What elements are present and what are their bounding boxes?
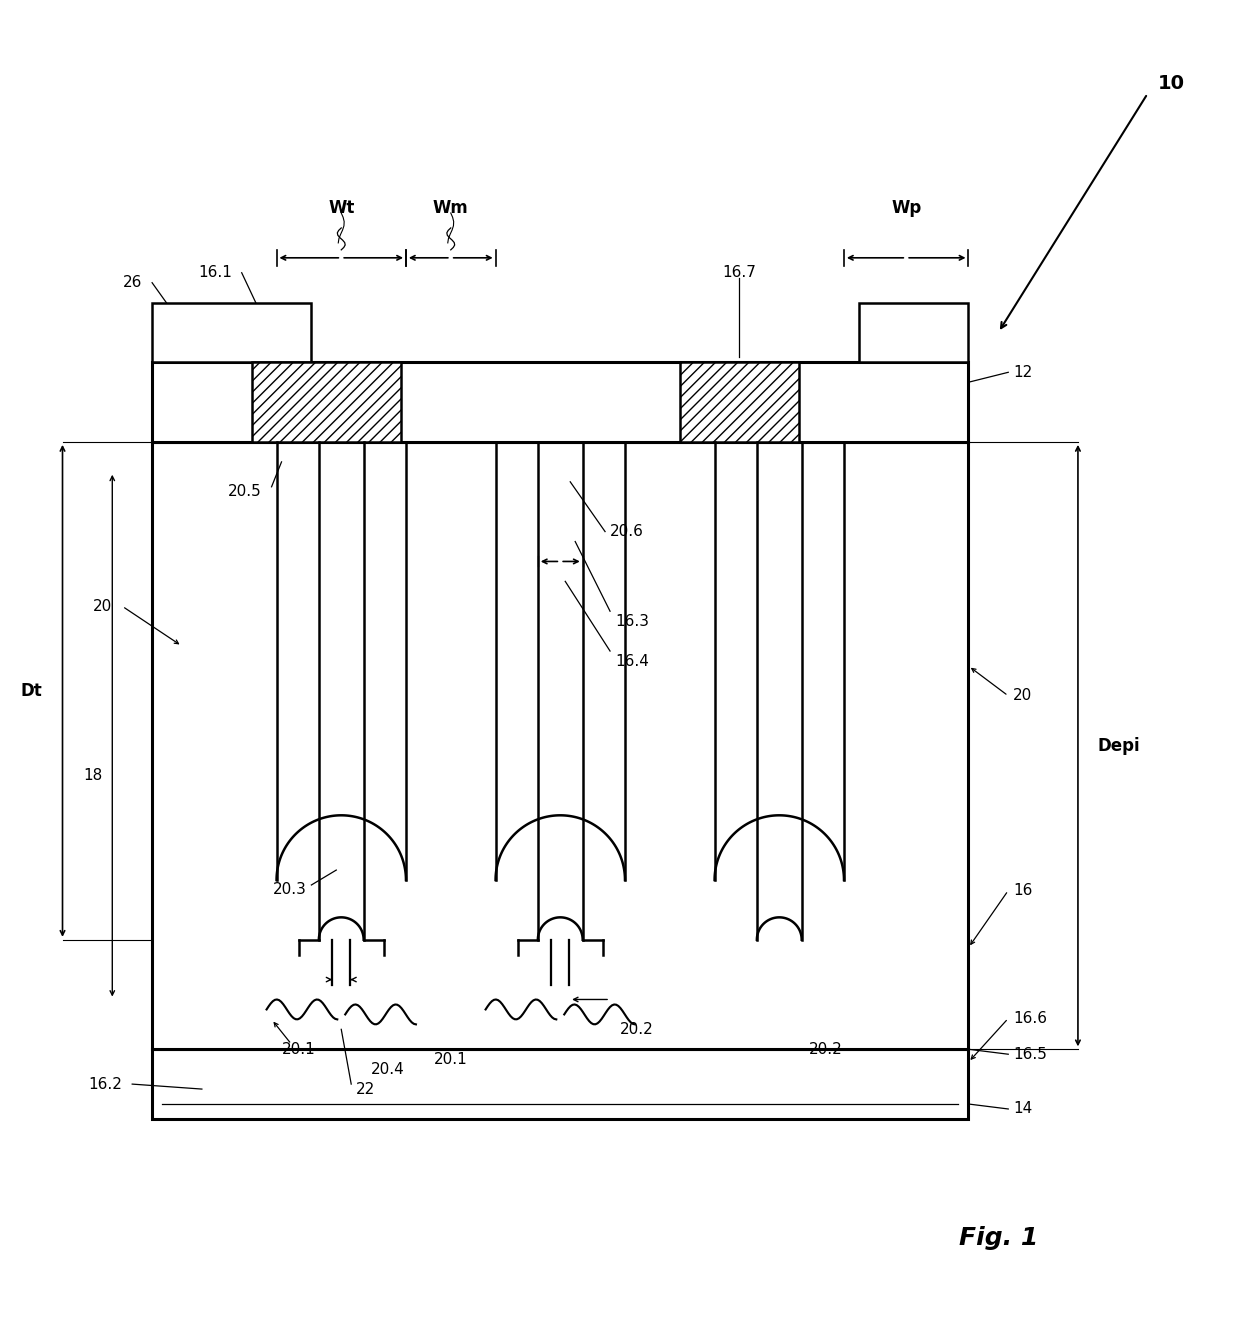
Text: 16.7: 16.7 xyxy=(723,266,756,280)
Text: 20: 20 xyxy=(1013,689,1033,703)
Text: 16.6: 16.6 xyxy=(1013,1011,1048,1026)
Text: 10: 10 xyxy=(1158,74,1184,93)
Text: 16.5: 16.5 xyxy=(1013,1047,1047,1062)
Text: Fig. 1: Fig. 1 xyxy=(959,1227,1038,1251)
Text: 22: 22 xyxy=(356,1081,376,1096)
Text: 20.1: 20.1 xyxy=(281,1042,315,1056)
Text: 16.2: 16.2 xyxy=(88,1076,123,1092)
Text: 16.1: 16.1 xyxy=(198,266,232,280)
Bar xyxy=(153,362,968,442)
Text: 16.4: 16.4 xyxy=(615,653,649,669)
Bar xyxy=(859,303,968,362)
Bar xyxy=(153,303,311,362)
Text: 20.2: 20.2 xyxy=(810,1042,843,1056)
Text: 20.5: 20.5 xyxy=(228,484,262,500)
Text: 20.3: 20.3 xyxy=(273,883,306,898)
Text: 20.2: 20.2 xyxy=(620,1022,653,1036)
Text: 20.1: 20.1 xyxy=(434,1052,467,1067)
Text: Wt: Wt xyxy=(329,200,355,217)
Text: Wm: Wm xyxy=(433,200,469,217)
Text: 20: 20 xyxy=(93,599,113,613)
Text: 20.4: 20.4 xyxy=(371,1062,405,1076)
Bar xyxy=(680,362,800,442)
Text: Depi: Depi xyxy=(1097,736,1141,755)
Text: 20.6: 20.6 xyxy=(610,524,644,539)
Bar xyxy=(252,362,401,442)
Text: 12: 12 xyxy=(1013,365,1033,379)
Text: 26: 26 xyxy=(123,275,143,291)
Text: 14: 14 xyxy=(1013,1101,1033,1117)
Text: Dt: Dt xyxy=(21,682,42,699)
Bar xyxy=(153,442,968,1050)
Bar xyxy=(153,1050,968,1118)
Text: 16: 16 xyxy=(1013,883,1033,898)
Text: Wp: Wp xyxy=(892,200,921,217)
Text: 16.3: 16.3 xyxy=(615,613,649,629)
Text: 18: 18 xyxy=(83,768,103,783)
